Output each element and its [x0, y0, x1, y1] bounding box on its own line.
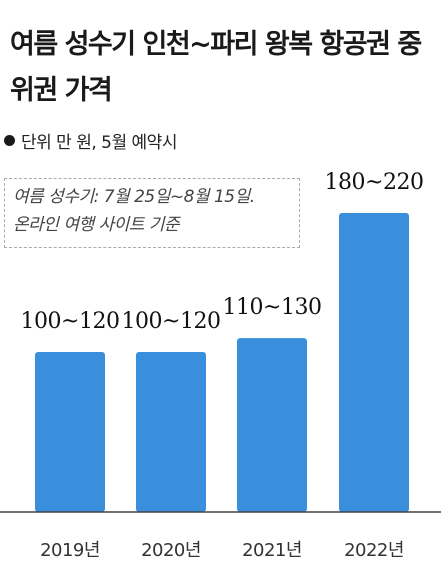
bullet-icon — [4, 135, 15, 146]
bar-2021년 — [237, 338, 307, 512]
value-label-2020년: 100~120 — [122, 309, 221, 334]
unit-note-text: 단위 만 원, 5월 예약시 — [21, 133, 177, 153]
x-tick-label-2019년: 2019년 — [40, 540, 100, 561]
x-tick-label-2022년: 2022년 — [344, 540, 404, 561]
value-label-2022년: 180~220 — [325, 170, 424, 195]
bar-2020년 — [136, 352, 206, 512]
bar-2019년 — [35, 352, 105, 512]
x-tick-label-2021년: 2021년 — [242, 540, 302, 561]
annotation-line-2: 온라인 여행 사이트 기준 — [13, 215, 180, 235]
annotation-box: 여름 성수기: 7월 25일~8월 15일. 온라인 여행 사이트 기준 — [4, 178, 300, 248]
annotation-line-1: 여름 성수기: 7월 25일~8월 15일. — [13, 187, 255, 207]
unit-note: 단위 만 원, 5월 예약시 — [4, 128, 177, 153]
bar-2022년 — [339, 213, 409, 512]
value-label-2019년: 100~120 — [21, 309, 120, 334]
chart-title: 여름 성수기 인천~파리 왕복 항공권 중위권 가격 — [10, 29, 422, 106]
x-tick-label-2020년: 2020년 — [141, 540, 201, 561]
value-label-2021년: 110~130 — [223, 295, 322, 320]
